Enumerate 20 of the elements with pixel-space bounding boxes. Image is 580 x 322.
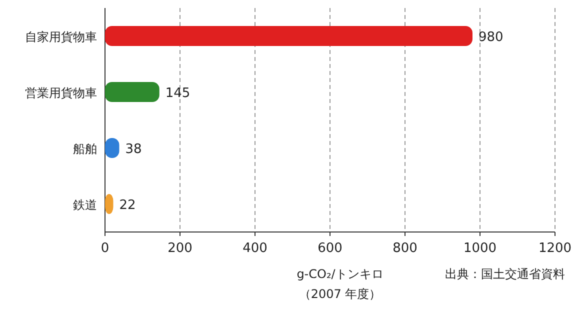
- y-tick-label: 鉄道: [73, 198, 97, 212]
- x-tick-label: 200: [168, 241, 192, 256]
- x-tick-label: 600: [318, 241, 342, 256]
- x-axis-title: g-CO₂/トンキロ: [296, 267, 384, 281]
- data-label: 22: [119, 198, 136, 213]
- y-tick-label: 営業用貨物車: [25, 86, 97, 100]
- source-note: 出典：国土交通省資料: [445, 267, 565, 281]
- x-tick-label: 1000: [463, 241, 497, 256]
- x-tick-label: 400: [242, 241, 268, 256]
- x-tick-label: 800: [392, 241, 418, 256]
- x-tick-label: 0: [100, 241, 110, 256]
- text: （2007 年度）: [298, 287, 382, 301]
- data-label: 145: [165, 86, 190, 101]
- data-label: 980: [478, 30, 504, 45]
- data-label: 38: [125, 142, 142, 157]
- x-tick-label: 1200: [538, 241, 572, 256]
- bar: [105, 26, 472, 46]
- bar: [105, 82, 160, 102]
- y-tick-label: 自家用貨物車: [25, 30, 97, 44]
- y-tick-label: 船舶: [73, 142, 97, 156]
